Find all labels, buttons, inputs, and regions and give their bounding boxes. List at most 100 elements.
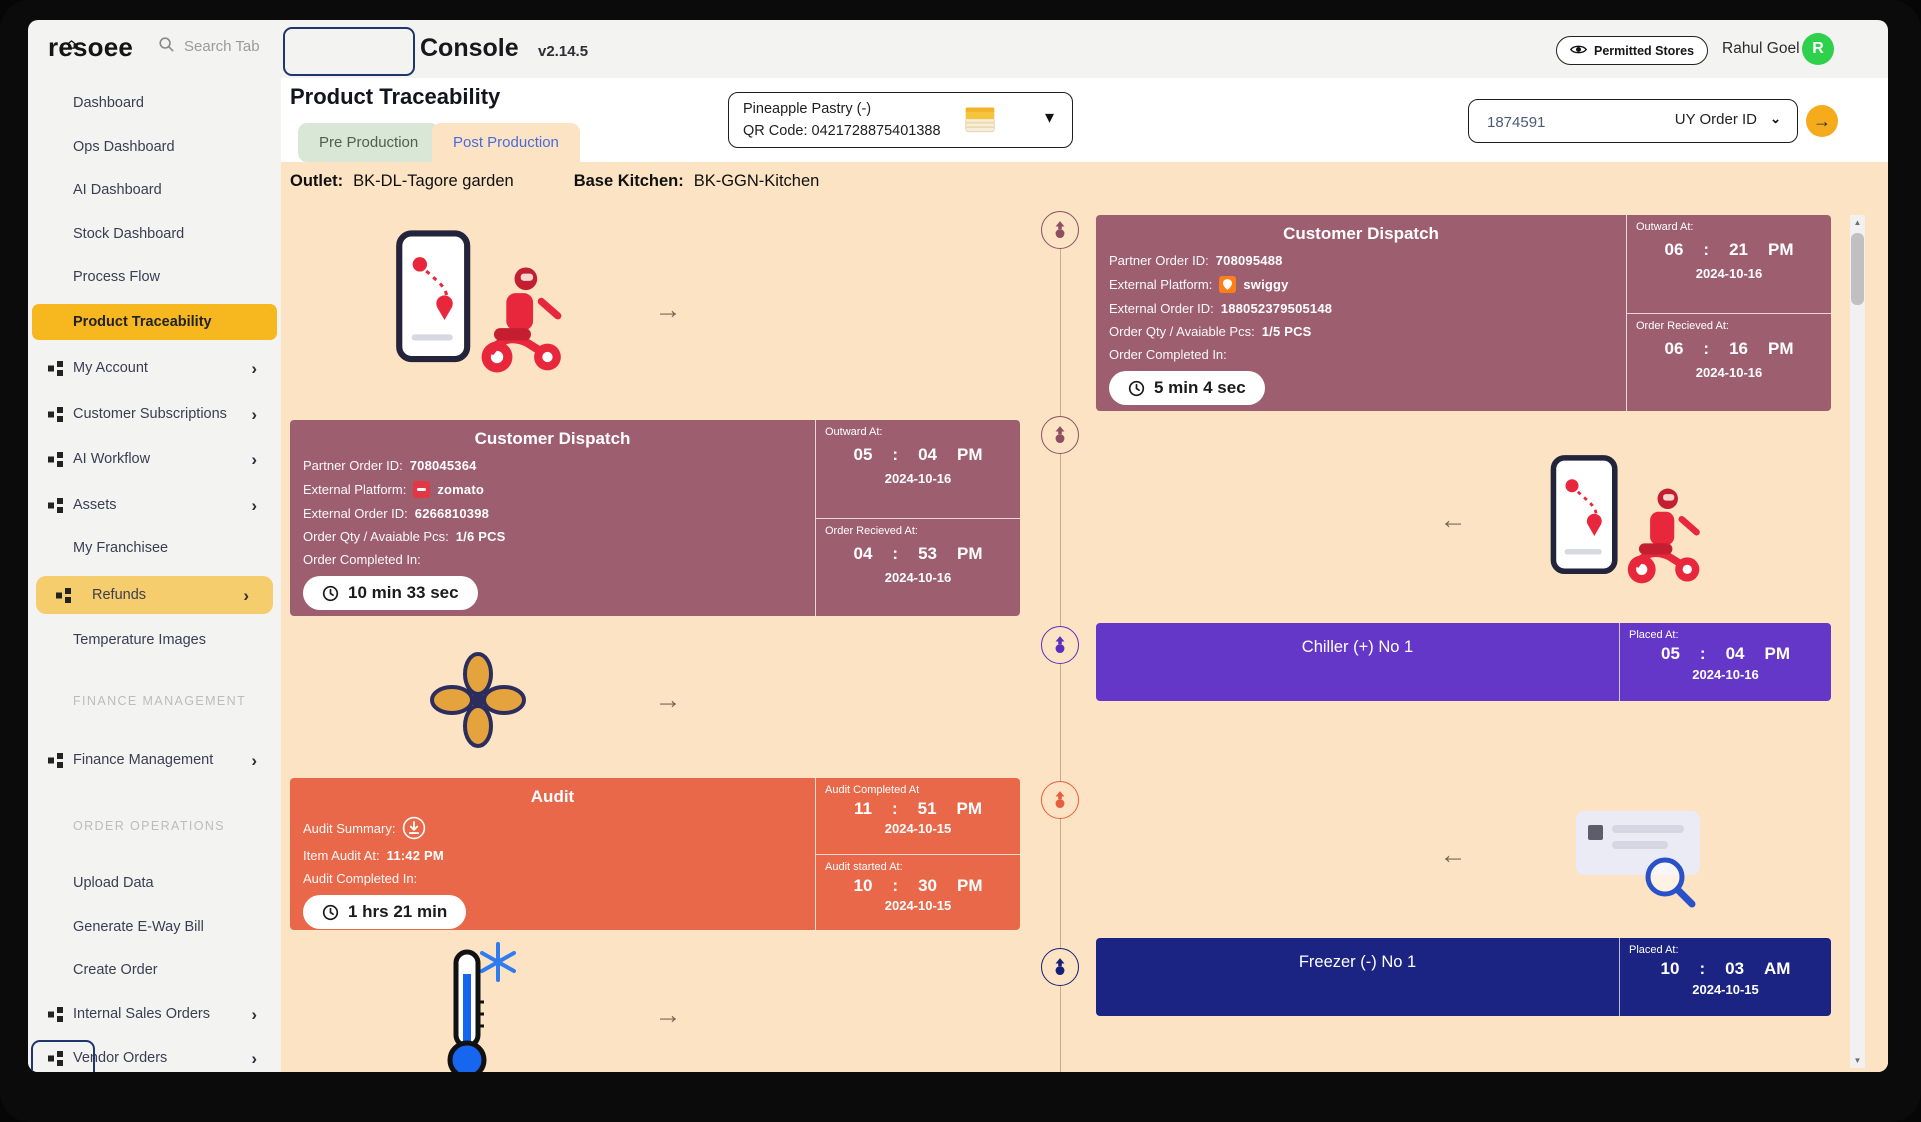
arrow-left-icon: ←	[1439, 839, 1467, 870]
swiggy-icon	[1219, 276, 1237, 293]
card-time-panel: Outward At: 06:21 PM 2024-10-16 Order Rec…	[1626, 215, 1831, 411]
search-input[interactable]	[182, 37, 306, 56]
sidebar-item-internal-sales-orders[interactable]: Internal Sales Orders ›	[28, 999, 281, 1029]
scrollbar[interactable]: ▲ ▼	[1850, 215, 1865, 1068]
card-title: Freezer (-) No 1	[1298, 953, 1417, 971]
eye-icon	[1569, 44, 1588, 58]
freezer-card: Freezer (-) No 1 Placed At: 10:03 AM 2024…	[1096, 938, 1831, 1016]
workflow-icon	[48, 1006, 63, 1022]
chevron-right-icon: ›	[251, 750, 257, 770]
chevron-right-icon: ›	[251, 1048, 257, 1068]
avatar[interactable]: R	[1802, 33, 1834, 65]
product-qr-code: QR Code: 0421728875401388	[743, 123, 941, 139]
arrow-right-icon: →	[654, 294, 682, 325]
timeline-node-dispatch-icon	[1041, 211, 1079, 249]
tab-pre-production[interactable]: Pre Production	[298, 123, 440, 162]
timeline-node-audit-icon	[1041, 781, 1079, 819]
order-id-box: UY Order ID ⌄	[1468, 99, 1798, 144]
product-select[interactable]: Pineapple Pastry (-) QR Code: 0421728875…	[728, 92, 1073, 148]
sidebar-item-ops-dashboard[interactable]: Ops Dashboard	[73, 139, 175, 155]
search-bar[interactable]	[158, 36, 306, 57]
sidebar-item-assets[interactable]: Assets ›	[28, 490, 281, 520]
clock-icon	[1128, 380, 1145, 396]
delivery-scooter-illustration	[391, 227, 566, 387]
card-time-panel: Placed At: 10:03 AM 2024-10-15	[1619, 938, 1831, 1016]
arrow-right-icon: →	[654, 999, 682, 1030]
sidebar-item-temperature-images[interactable]: Temperature Images	[73, 632, 206, 648]
card-time-panel: Outward At: 05:04 PM 2024-10-16 Order Rec…	[815, 420, 1020, 616]
go-button[interactable]: →	[1806, 105, 1838, 137]
timeline-node-dispatch-icon	[1041, 416, 1079, 454]
chevron-right-icon: ›	[251, 495, 257, 515]
sidebar-item-create-order[interactable]: Create Order	[73, 962, 158, 978]
sidebar-item-process-flow[interactable]: Process Flow	[73, 269, 161, 285]
delivery-scooter-illustration	[1546, 452, 1704, 597]
section-header-order-operations: ORDER OPERATIONS	[73, 819, 226, 833]
sidebar-item-dashboard[interactable]: Dashboard	[73, 95, 144, 111]
fan-illustration	[428, 650, 528, 755]
duration-badge: 5 min 4 sec	[1109, 371, 1265, 405]
caret-down-icon[interactable]: ▾	[1044, 107, 1054, 127]
scroll-down-icon[interactable]: ▼	[1853, 1056, 1862, 1065]
card-title: Customer Dispatch	[474, 429, 631, 448]
app-title: Console	[420, 34, 519, 62]
duration-badge: 1 hrs 21 min	[303, 895, 467, 929]
brand-logo-text: resoee	[48, 32, 134, 62]
sidebar-item-vendor-orders[interactable]: Vendor Orders ›	[28, 1043, 281, 1072]
card-time-panel: Audit Completed At 11:51 PM 2024-10-15 Au…	[815, 778, 1020, 930]
permitted-stores-button[interactable]: Permitted Stores	[1556, 36, 1709, 65]
masked-logo-box-bottom	[31, 1040, 95, 1072]
sidebar-item-finance-management[interactable]: Finance Management ›	[28, 745, 281, 775]
sidebar-item-refunds[interactable]: Refunds ›	[36, 576, 273, 614]
sidebar-item-ai-dashboard[interactable]: AI Dashboard	[73, 182, 162, 198]
scroll-up-icon[interactable]: ▲	[1853, 218, 1862, 227]
scrollbar-thumb[interactable]	[1851, 233, 1864, 305]
kitchen-label: Base Kitchen:	[573, 172, 684, 190]
sidebar-item-generate-eway-bill[interactable]: Generate E-Way Bill	[73, 919, 204, 935]
chevron-right-icon: ›	[243, 585, 249, 605]
search-icon	[158, 36, 174, 57]
masked-logo-box	[283, 27, 415, 76]
duration-badge: 10 min 33 sec	[303, 576, 478, 610]
arrow-right-icon: →	[1813, 110, 1831, 131]
brand-logo: resoee	[48, 32, 133, 63]
arrow-right-icon: →	[654, 684, 682, 715]
app-window: resoee Console v2.14.5 Permitted Stores …	[28, 20, 1888, 1072]
card-title: Chiller (+) No 1	[1301, 638, 1414, 656]
sidebar-item-product-traceability[interactable]: Product Traceability	[32, 304, 277, 340]
outlet-value: BK-DL-Tagore garden	[353, 172, 514, 190]
audit-search-illustration	[1568, 805, 1708, 915]
clock-icon	[322, 585, 339, 601]
workflow-icon	[56, 587, 71, 603]
chevron-right-icon: ›	[251, 358, 257, 378]
workflow-icon	[48, 360, 63, 376]
arrow-left-icon: ←	[1439, 504, 1467, 535]
product-name: Pineapple Pastry (-)	[743, 101, 872, 117]
sidebar-item-stock-dashboard[interactable]: Stock Dashboard	[73, 226, 185, 242]
card-title: Customer Dispatch	[1283, 224, 1439, 243]
sidebar-item-my-account[interactable]: My Account ›	[28, 353, 281, 383]
download-audit-summary-icon[interactable]	[402, 816, 426, 840]
sidebar-item-customer-subscriptions[interactable]: Customer Subscriptions ›	[28, 399, 281, 429]
workflow-icon	[48, 451, 63, 467]
pastry-image	[960, 103, 1000, 142]
order-id-input[interactable]	[1485, 100, 1619, 144]
sidebar-item-my-franchisee[interactable]: My Franchisee	[73, 540, 169, 556]
sidebar-item-ai-workflow[interactable]: AI Workflow ›	[28, 444, 281, 474]
permitted-stores-label: Permitted Stores	[1594, 43, 1695, 58]
chevron-right-icon: ›	[251, 449, 257, 469]
traceability-panel: Outlet: BK-DL-Tagore garden Base Kitchen…	[281, 162, 1888, 1072]
freezer-thermometer-illustration	[438, 940, 528, 1072]
outlet-label: Outlet:	[290, 172, 344, 190]
home-icon	[66, 25, 77, 56]
zomato-icon	[413, 481, 431, 498]
select-caret-icon[interactable]: ⌄	[1770, 111, 1781, 126]
sidebar: Dashboard Ops Dashboard AI Dashboard Sto…	[28, 78, 281, 1072]
sidebar-item-upload-data[interactable]: Upload Data	[73, 875, 154, 891]
customer-dispatch-card-zomato: Customer Dispatch Partner Order ID: 70804…	[290, 420, 1020, 616]
clock-icon	[322, 904, 339, 920]
tab-post-production[interactable]: Post Production	[432, 123, 580, 162]
kitchen-value: BK-GGN-Kitchen	[693, 172, 820, 190]
order-id-type-select[interactable]: UY Order ID	[1674, 111, 1757, 128]
